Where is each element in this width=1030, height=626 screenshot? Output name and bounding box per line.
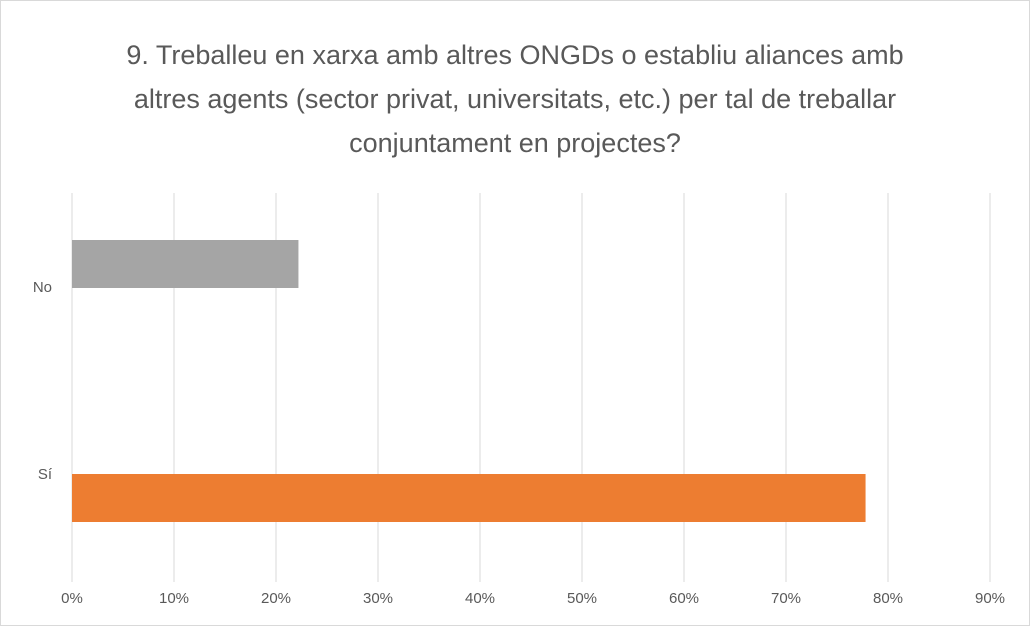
y-tick-label: Sí [38, 466, 53, 483]
x-tick-label: 80% [873, 590, 903, 607]
x-tick-label: 70% [771, 590, 801, 607]
x-tick-label: 30% [363, 590, 393, 607]
x-tick-label: 0% [61, 590, 83, 607]
x-tick-label: 90% [975, 590, 1005, 607]
x-tick-label: 60% [669, 590, 699, 607]
x-tick-label: 10% [159, 590, 189, 607]
x-tick-label: 50% [567, 590, 597, 607]
x-tick-label: 40% [465, 590, 495, 607]
x-tick-label: 20% [261, 590, 291, 607]
bar [72, 240, 299, 288]
bar [72, 474, 866, 522]
chart-title: 9. Treballeu en xarxa amb altres ONGDs o… [126, 40, 904, 158]
y-tick-label: No [33, 279, 52, 296]
